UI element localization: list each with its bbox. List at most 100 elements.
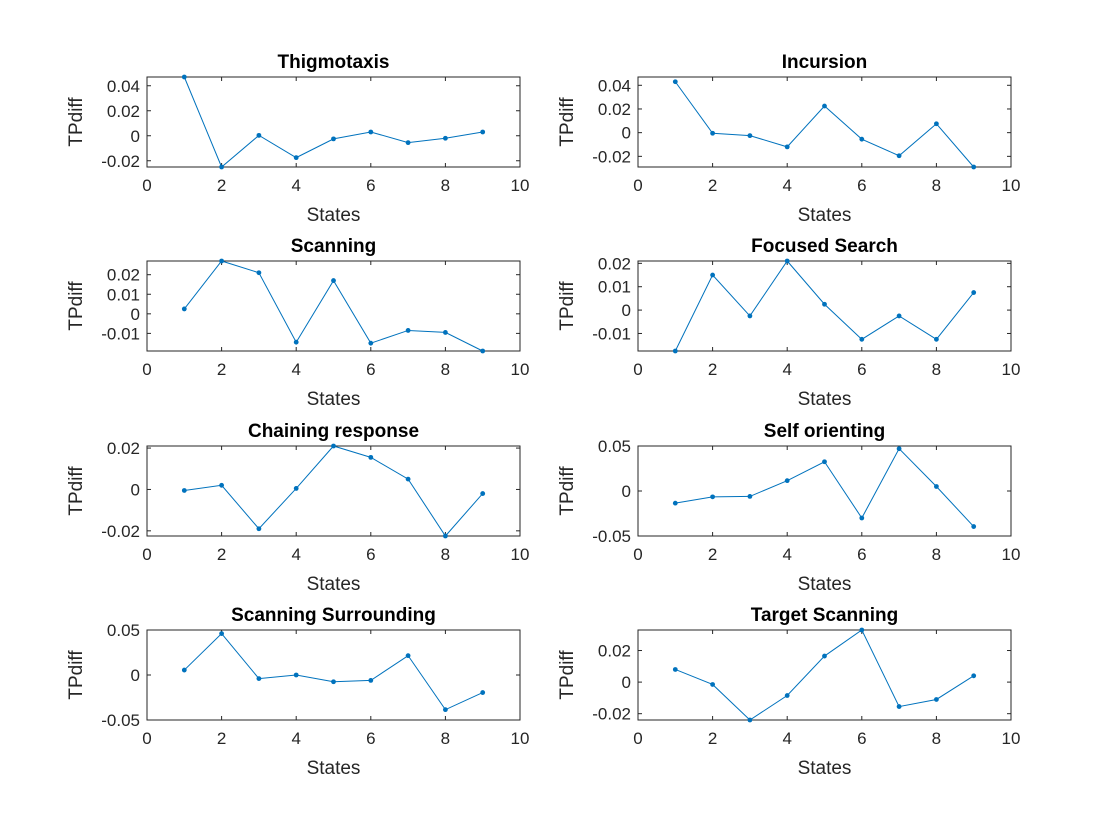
y-tick-label: 0 [131,127,140,146]
y-tick-label: 0.01 [107,285,140,304]
y-axis-label: TPdiff [66,281,87,331]
y-tick-label: 0.02 [598,254,631,273]
x-tick-label: 8 [441,729,450,748]
data-point [219,482,225,488]
data-point [784,144,790,150]
y-tick-label: 0.04 [598,76,631,95]
data-point [480,348,486,354]
x-tick-label: 4 [291,545,300,564]
data-point [368,678,374,683]
x-tick-label: 10 [1002,545,1021,564]
y-tick-label: 0 [622,124,631,143]
x-tick-label: 2 [217,729,226,748]
x-tick-label: 4 [782,545,791,564]
subplot-title: Thigmotaxis [278,52,390,73]
x-tick-label: 6 [366,729,375,748]
data-point [784,478,790,484]
axes-box [146,629,521,721]
data-point [859,627,865,633]
data-point [405,476,411,482]
data-point [710,682,715,687]
x-tick-label: 0 [142,176,151,195]
x-axis-label: States [798,758,852,779]
data-point [219,631,225,636]
y-tick-label: 0 [622,482,631,501]
x-tick-label: 10 [511,545,530,564]
x-tick-label: 10 [1002,729,1021,748]
data-point [405,140,411,146]
x-tick-label: 0 [633,729,642,748]
data-point [896,313,902,319]
subplot-title: Self orienting [764,421,885,442]
axes-box [146,445,521,537]
data-point [822,653,827,659]
data-point [672,667,678,672]
y-tick-label: 0 [131,480,140,499]
data-point [672,500,678,506]
data-point [480,690,486,695]
y-tick-label: 0.02 [107,102,140,121]
data-point [219,258,225,264]
data-point [443,707,448,713]
axes-box [146,76,521,168]
y-tick-label: 0 [622,301,631,320]
y-tick-label: -0.01 [101,324,140,343]
subplot-title: Chaining response [248,421,419,442]
data-point [934,697,939,702]
x-tick-label: 8 [441,360,450,379]
data-point [971,164,977,170]
data-point [934,484,939,489]
subplot-title: Incursion [782,52,868,73]
data-point [293,155,299,161]
y-tick-label: -0.02 [101,152,140,171]
y-tick-label: -0.05 [592,527,631,546]
subplot-title: Focused Search [751,236,898,257]
x-tick-label: 0 [633,176,642,195]
x-tick-label: 8 [932,176,941,195]
subplot-title: Scanning [291,236,377,257]
x-tick-label: 10 [511,176,530,195]
x-axis-label: States [798,205,852,226]
axes-box [637,76,1012,168]
data-point [219,164,225,170]
y-tick-label: 0.02 [598,642,631,661]
x-axis-label: States [798,574,852,595]
data-point [331,443,336,449]
y-tick-label: 0.01 [598,278,631,297]
x-axis-label: States [307,758,361,779]
data-point [747,133,753,139]
data-point [293,486,299,491]
data-point [443,135,448,141]
data-point [181,667,187,673]
data-point [822,301,827,307]
data-point [710,272,715,278]
data-point [934,336,939,342]
x-tick-label: 10 [511,360,530,379]
data-point [672,79,678,85]
x-tick-label: 4 [782,360,791,379]
x-axis-label: States [307,574,361,595]
x-tick-label: 6 [857,176,866,195]
y-tick-label: 0.02 [107,439,140,458]
data-point [181,488,187,493]
data-point [747,717,753,723]
data-point [934,121,939,127]
data-point [672,348,678,354]
data-point [181,306,187,312]
data-point [256,526,262,532]
data-point [256,132,262,138]
x-tick-label: 2 [217,360,226,379]
x-tick-label: 0 [633,545,642,564]
x-tick-label: 8 [441,545,450,564]
data-point [710,494,715,500]
x-tick-label: 2 [217,176,226,195]
subplot-title: Scanning Surrounding [231,605,436,626]
x-tick-label: 2 [708,176,717,195]
data-point [368,340,374,346]
data-point [896,704,902,709]
